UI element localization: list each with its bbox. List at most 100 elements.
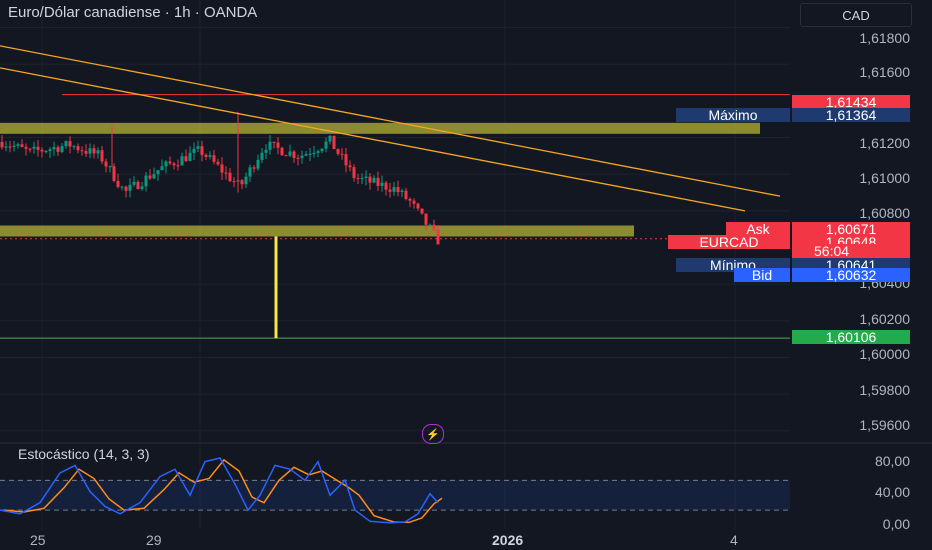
candle: [416, 203, 420, 209]
candle: [308, 153, 312, 155]
candle: [272, 141, 276, 143]
candle: [56, 147, 60, 152]
candle: [24, 146, 28, 149]
candle: [436, 229, 440, 245]
time-label: 2026: [492, 532, 524, 548]
candle: [360, 177, 364, 179]
candle: [252, 167, 256, 169]
candle: [108, 166, 112, 168]
support-zone: [0, 225, 634, 237]
candle: [52, 147, 56, 150]
candle: [392, 187, 396, 192]
candle: [424, 213, 428, 225]
time-label: 25: [30, 532, 46, 548]
price-label: 1,60200: [859, 311, 910, 327]
candle: [316, 151, 320, 153]
candle: [348, 165, 352, 168]
candle: [8, 146, 12, 148]
ask-price-tag: 1,60671: [792, 222, 910, 236]
candle: [356, 178, 360, 180]
trendline: [0, 45, 781, 197]
candle: [44, 151, 48, 153]
ask-label: Ask: [726, 222, 790, 236]
flash-icon[interactable]: ⚡: [422, 424, 444, 444]
candle: [212, 155, 216, 162]
candle: [96, 150, 100, 154]
stochastic-d-line: [3, 458, 443, 524]
candle: [376, 177, 380, 186]
time-label: 4: [730, 532, 738, 548]
candle: [408, 198, 412, 201]
candle: [88, 148, 92, 154]
candle: [228, 172, 232, 182]
candle: [312, 152, 316, 154]
candle: [12, 145, 16, 147]
stochastic-title[interactable]: Estocástico (14, 3, 3): [18, 446, 150, 462]
candle: [372, 177, 376, 183]
candle: [224, 172, 228, 174]
candle: [180, 156, 184, 166]
candle: [164, 161, 168, 167]
candle: [332, 135, 336, 150]
currency-button[interactable]: CAD: [800, 3, 912, 27]
candle: [148, 175, 152, 179]
candle: [324, 141, 328, 149]
candle: [48, 149, 52, 152]
price-label: 1,61200: [859, 135, 910, 151]
candle: [136, 181, 140, 190]
candle: [432, 224, 436, 230]
candle: [172, 163, 176, 166]
candle: [192, 148, 196, 153]
candle: [28, 148, 32, 150]
countdown-tag: 56:04: [792, 244, 910, 258]
candle: [204, 154, 208, 157]
candle: [152, 174, 156, 179]
candle: [116, 181, 120, 187]
price-label: 1,60000: [859, 346, 910, 362]
candle: [276, 142, 280, 148]
candle: [428, 224, 432, 226]
candle: [60, 146, 64, 152]
candle: [156, 170, 160, 175]
candle: [72, 146, 76, 148]
candle: [352, 167, 356, 179]
candle: [264, 149, 268, 153]
candle: [80, 150, 84, 152]
candle: [120, 186, 124, 188]
candle: [284, 155, 288, 157]
candle: [36, 146, 40, 150]
candle: [112, 166, 116, 182]
candle: [132, 181, 136, 185]
candle: [92, 148, 96, 154]
bid-label: Bid: [734, 268, 790, 282]
candle: [124, 186, 128, 191]
price-label: 1,61800: [859, 30, 910, 46]
symbol-title[interactable]: Euro/Dólar canadiense · 1h · OANDA: [8, 4, 258, 21]
candle: [208, 155, 212, 157]
candle: [420, 208, 424, 214]
stochastic-axis-label: 0,00: [882, 516, 910, 532]
candle: [396, 187, 400, 193]
candle: [128, 184, 132, 191]
candle: [160, 166, 164, 171]
candle: [368, 176, 372, 183]
candle: [404, 190, 408, 199]
bid-price-tag: 1,60632: [792, 268, 910, 282]
candle: [76, 146, 80, 151]
resistance-zone: [0, 122, 760, 134]
price-label: 1,59800: [859, 382, 910, 398]
candle: [220, 164, 224, 173]
price-label: 1,60800: [859, 205, 910, 221]
candle: [200, 146, 204, 155]
candle: [184, 156, 188, 162]
candle: [412, 200, 416, 204]
stochastic-k-line: [0, 457, 439, 524]
stochastic-band: [0, 480, 790, 511]
candle: [296, 157, 300, 159]
resistance-price-tag: 1,61434: [792, 95, 910, 109]
candle: [188, 152, 192, 162]
candle: [344, 154, 348, 166]
candle: [104, 161, 108, 167]
candle: [388, 189, 392, 192]
